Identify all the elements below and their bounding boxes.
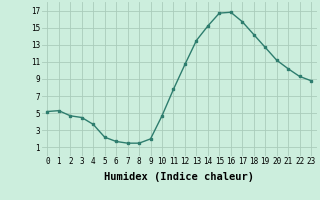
X-axis label: Humidex (Indice chaleur): Humidex (Indice chaleur) [104, 172, 254, 182]
